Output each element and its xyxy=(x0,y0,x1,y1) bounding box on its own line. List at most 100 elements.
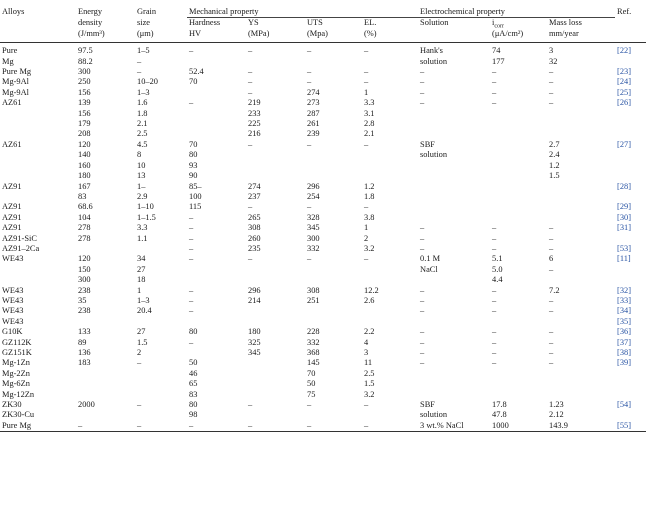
cell-mass-loss: 2.7 xyxy=(549,139,560,149)
table-row: Mg-12Zn 83 75 3.2 xyxy=(0,390,646,400)
cell-ref[interactable] xyxy=(615,379,646,389)
cell-grain-size: 1.6 xyxy=(137,98,148,108)
cell-ref[interactable]: [26] xyxy=(617,98,631,108)
cell-ref[interactable]: [55] xyxy=(615,420,647,433)
cell-ref[interactable]: [22] xyxy=(617,46,631,56)
cell-icorr: – xyxy=(492,358,497,368)
cell-el xyxy=(362,57,418,67)
cell-ref[interactable]: [31] xyxy=(617,223,631,233)
table-row: AZ61 139 1.6 – 219 273 3.3 – – – [26] xyxy=(0,98,646,108)
cell-ys: 180 xyxy=(248,327,261,337)
table-row: AZ91 167 1– 85– 274 296 1.2 [28] xyxy=(0,182,646,192)
cell-ref[interactable] xyxy=(615,265,646,275)
cell-el xyxy=(362,410,418,420)
cell-ref[interactable]: [24] xyxy=(617,77,631,87)
cell-ref[interactable] xyxy=(615,390,646,400)
header-icorr-2: (μA/cm²) xyxy=(490,28,548,44)
cell-ref[interactable] xyxy=(615,161,646,171)
cell-ref[interactable]: [30] xyxy=(617,212,631,222)
cell-alloy: Mg-6Zn xyxy=(2,379,30,389)
table-row: Pure Mg 300 – 52.4 – – – – – – [23] xyxy=(0,67,646,77)
cell-uts: 145 xyxy=(307,358,320,368)
cell-ref[interactable]: [27] xyxy=(617,139,631,149)
cell-alloy xyxy=(0,150,76,160)
cell-icorr xyxy=(490,109,547,119)
cell-energy-density xyxy=(76,410,135,420)
cell-ref[interactable]: [25] xyxy=(617,87,631,97)
cell-ref[interactable]: [33] xyxy=(617,295,631,305)
cell-ref[interactable] xyxy=(615,150,646,160)
cell-ref[interactable]: [34] xyxy=(617,306,631,316)
table-row: 208 2.5 216 239 2.1 xyxy=(0,129,646,139)
cell-solution: – xyxy=(420,337,425,347)
cell-solution: 3 wt.% NaCl xyxy=(418,420,491,433)
cell-ys: – xyxy=(248,139,253,149)
cell-energy-density: 97.5 xyxy=(78,46,93,56)
cell-energy-density: 133 xyxy=(78,327,91,337)
table-row: WE43 238 20.4 – – – – [34] xyxy=(0,306,646,316)
cell-ref[interactable]: [32] xyxy=(617,285,631,295)
cell-alloy: Pure xyxy=(2,46,18,56)
cell-energy-density: 300 xyxy=(78,67,91,77)
table-row: AZ91-SiC 278 1.1 – 260 300 2 – – – xyxy=(0,234,646,244)
cell-grain-size xyxy=(135,390,187,400)
cell-grain-size xyxy=(135,369,187,379)
cell-ref[interactable]: [35] xyxy=(617,316,631,326)
cell-icorr xyxy=(490,202,547,212)
cell-ref[interactable] xyxy=(615,171,646,181)
cell-icorr xyxy=(490,369,547,379)
cell-ref[interactable]: [29] xyxy=(617,202,631,212)
cell-el: 3.1 xyxy=(364,108,375,118)
cell-ref[interactable]: [36] xyxy=(617,327,631,337)
cell-icorr: 74 xyxy=(492,46,501,56)
cell-hardness: 70 xyxy=(189,139,198,149)
cell-ref[interactable]: [11] xyxy=(617,254,631,264)
table-row: Pure 97.5 1–5 – – – – Hank's 74 3 [22] xyxy=(0,43,646,57)
cell-ys xyxy=(246,150,305,160)
cell-ref[interactable] xyxy=(615,109,646,119)
cell-el: – xyxy=(362,420,419,433)
cell-ref[interactable] xyxy=(615,129,646,139)
cell-alloy: Mg-9Al xyxy=(2,87,29,97)
cell-ref[interactable] xyxy=(615,369,646,379)
cell-ref[interactable] xyxy=(615,410,646,420)
cell-ref[interactable]: [37] xyxy=(617,337,631,347)
cell-icorr: 47.8 xyxy=(492,410,507,420)
table-row: Mg-9Al 156 1–3 – 274 1 – – – [25] xyxy=(0,88,646,98)
cell-ref[interactable]: [28] xyxy=(617,181,631,191)
cell-ref[interactable]: [23] xyxy=(617,67,631,77)
table-row: AZ61 120 4.5 70 – – – SBF 2.7 [27] xyxy=(0,140,646,150)
cell-ys: 296 xyxy=(248,285,261,295)
cell-ref[interactable]: [54] xyxy=(617,400,631,410)
cell-icorr: – xyxy=(492,233,497,243)
cell-energy-density xyxy=(76,317,135,327)
cell-ref[interactable] xyxy=(615,275,646,285)
cell-grain-size: 1.1 xyxy=(137,233,148,243)
cell-hardness: – xyxy=(189,285,194,295)
cell-ys: – xyxy=(248,87,253,97)
cell-hardness: – xyxy=(187,420,246,433)
cell-mass-loss xyxy=(547,275,615,285)
cell-hardness: 65 xyxy=(189,379,198,389)
cell-alloy: WE43 xyxy=(2,295,24,305)
cell-ref[interactable]: [39] xyxy=(617,358,631,368)
cell-hardness xyxy=(187,317,246,327)
cell-ref[interactable] xyxy=(615,119,646,129)
cell-icorr xyxy=(490,129,547,139)
cell-uts xyxy=(305,150,362,160)
cell-hardness: – xyxy=(189,46,194,56)
cell-el: – xyxy=(364,254,369,264)
cell-ref[interactable] xyxy=(615,57,646,67)
cell-ref[interactable]: [53] xyxy=(617,243,631,253)
cell-ref[interactable]: [38] xyxy=(617,348,631,357)
cell-ref[interactable] xyxy=(615,192,646,202)
cell-energy-density: 140 xyxy=(78,150,91,160)
header-alloys: Alloys xyxy=(2,7,25,16)
cell-solution: – xyxy=(420,358,425,368)
cell-alloy xyxy=(0,161,76,171)
cell-uts: – xyxy=(307,77,312,87)
cell-ys: 237 xyxy=(248,191,261,201)
cell-ref[interactable] xyxy=(615,234,646,244)
cell-grain-size: – xyxy=(137,56,142,66)
